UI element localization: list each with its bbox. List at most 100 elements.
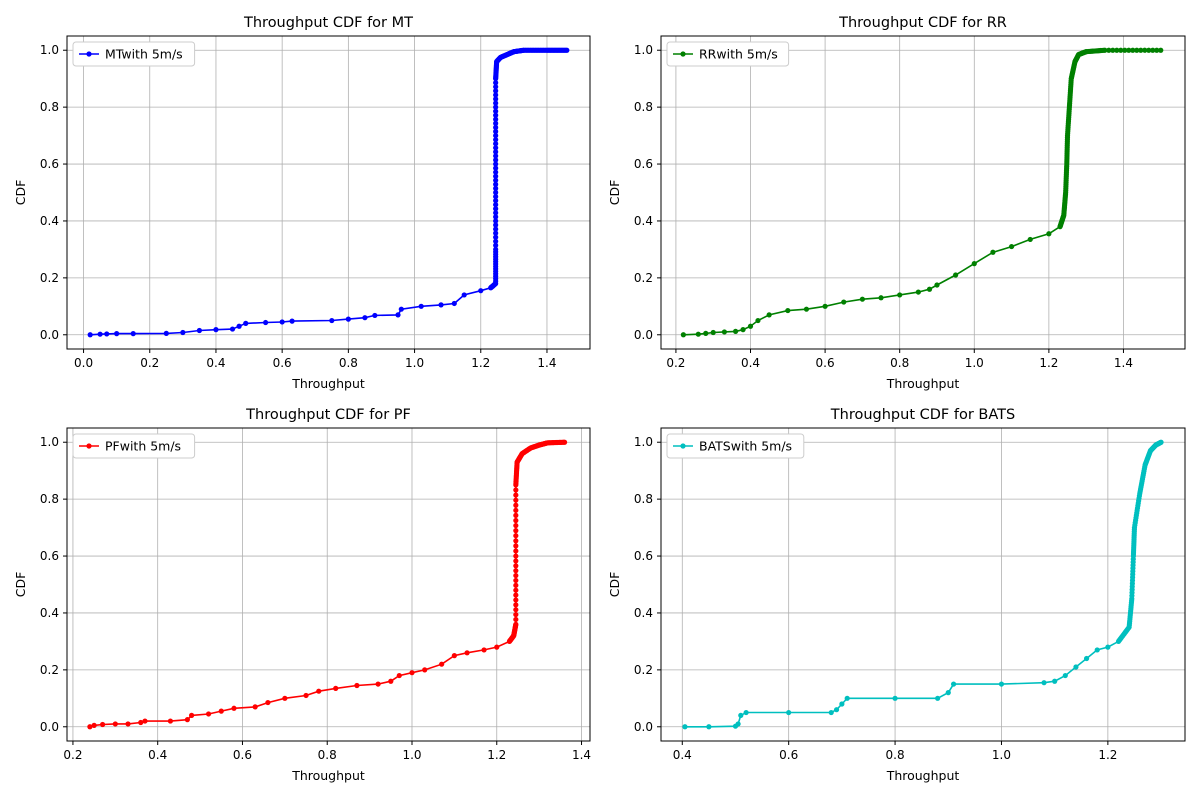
data-point: [388, 678, 394, 684]
data-point: [897, 292, 903, 298]
data-point: [915, 289, 921, 295]
data-point: [732, 328, 739, 334]
data-point: [1052, 678, 1058, 684]
legend-box: [666, 433, 805, 459]
axes-frame: [66, 427, 591, 742]
data-point: [786, 709, 792, 716]
data-point: [1158, 439, 1164, 446]
data-point: [493, 210, 499, 216]
series-markers: [87, 439, 568, 730]
data-point: [513, 558, 519, 564]
data-point: [493, 189, 499, 196]
x-tick-label: 1.2: [1098, 748, 1117, 762]
data-point: [513, 543, 519, 549]
x-tick-label: 0.8: [339, 356, 358, 370]
data-point: [493, 120, 499, 126]
data-point: [493, 116, 499, 122]
legend: RRwith 5m/s: [666, 41, 790, 67]
data-point: [372, 312, 378, 319]
data-point: [513, 572, 519, 579]
legend-label: BATSwith 5m/s: [699, 439, 792, 454]
subplot-3: 0.2 0.4 0.6 0.8 1.0 1.2 1.4 0.0 0.2 0.4 0.6 0.8 1.0 T…: [13, 407, 591, 783]
data-point: [706, 724, 712, 730]
legend-label: RRwith 5m/s: [699, 47, 778, 62]
y-tick-label: 0.4: [634, 214, 653, 228]
data-point: [236, 323, 242, 329]
data-point: [493, 145, 499, 151]
data-point: [513, 597, 519, 603]
chart-title: Throughput CDF for RR: [838, 15, 1007, 31]
data-point: [345, 316, 351, 322]
y-axis-label: CDF: [607, 572, 622, 598]
y-tick-label: 0.8: [40, 492, 59, 506]
y-tick-label: 0.0: [634, 720, 653, 734]
data-point: [1094, 647, 1100, 653]
data-point: [189, 712, 195, 718]
data-point: [513, 548, 519, 554]
data-point: [493, 234, 499, 240]
axes-frame: [660, 427, 1186, 742]
series-markers: [87, 47, 570, 338]
data-point: [859, 296, 865, 302]
data-point: [252, 704, 258, 710]
x-tick-label: 0.4: [206, 356, 225, 370]
x-tick-label: 1.0: [405, 356, 424, 370]
data-point: [205, 711, 212, 717]
data-point: [892, 695, 898, 701]
data-point: [1073, 664, 1079, 670]
data-point: [282, 695, 288, 701]
data-point: [493, 84, 499, 90]
data-point: [839, 701, 845, 707]
data-point: [1142, 47, 1148, 53]
y-tick-label: 0.2: [634, 271, 653, 285]
data-point: [1114, 47, 1120, 53]
data-point: [747, 323, 754, 329]
data-point: [451, 653, 457, 659]
data-point: [1008, 243, 1015, 250]
data-point: [803, 306, 810, 312]
data-point: [493, 104, 499, 110]
data-point: [229, 326, 236, 332]
x-tick-label: 0.2: [63, 748, 82, 762]
series-markers: [680, 47, 1164, 338]
data-point: [354, 682, 360, 689]
series-markers: [682, 439, 1164, 730]
data-point: [560, 439, 566, 445]
axes-frame: [660, 35, 1186, 350]
data-point: [1122, 47, 1128, 53]
data-point: [493, 100, 499, 106]
data-point: [513, 553, 519, 559]
data-point: [142, 718, 148, 724]
data-point: [493, 242, 499, 248]
legend: MTwith 5m/s: [72, 41, 196, 67]
data-point: [934, 282, 940, 288]
data-point: [418, 303, 424, 309]
subplot-1: 0.0 0.2 0.4 0.6 0.8 1.0 1.2 1.4 0.0 0.2 0.4 0.6 0.8 1…: [13, 15, 591, 391]
data-point: [740, 327, 746, 333]
y-tick-label: 1.0: [634, 435, 653, 449]
chart-title: Throughput CDF for BATS: [830, 407, 1015, 423]
data-point: [494, 644, 500, 650]
data-point: [513, 577, 519, 584]
data-point: [493, 96, 499, 102]
data-point: [180, 329, 186, 336]
x-tick-label: 0.4: [741, 356, 760, 370]
data-point: [1064, 135, 1071, 141]
data-point: [125, 721, 131, 727]
data-point: [766, 312, 772, 318]
data-point: [91, 722, 97, 728]
data-point: [316, 688, 322, 694]
x-tick-label: 0.8: [318, 748, 337, 762]
subplot-2: 0.2 0.4 0.6 0.8 1.0 1.2 1.4 0.0 0.2 0.4 0.6 0.8 1.0 T…: [607, 15, 1186, 391]
data-point: [1129, 598, 1135, 604]
data-point: [513, 611, 519, 618]
data-point: [451, 300, 457, 307]
data-point: [493, 249, 499, 255]
plot-area: [67, 428, 590, 741]
data-point: [493, 149, 499, 155]
y-axis-label: CDF: [13, 572, 28, 598]
data-point: [112, 721, 118, 727]
data-point: [1130, 47, 1136, 53]
x-tick-label: 1.2: [471, 356, 490, 370]
